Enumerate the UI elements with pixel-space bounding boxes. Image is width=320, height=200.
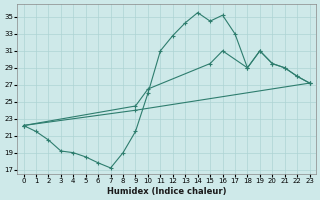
X-axis label: Humidex (Indice chaleur): Humidex (Indice chaleur) (107, 187, 226, 196)
